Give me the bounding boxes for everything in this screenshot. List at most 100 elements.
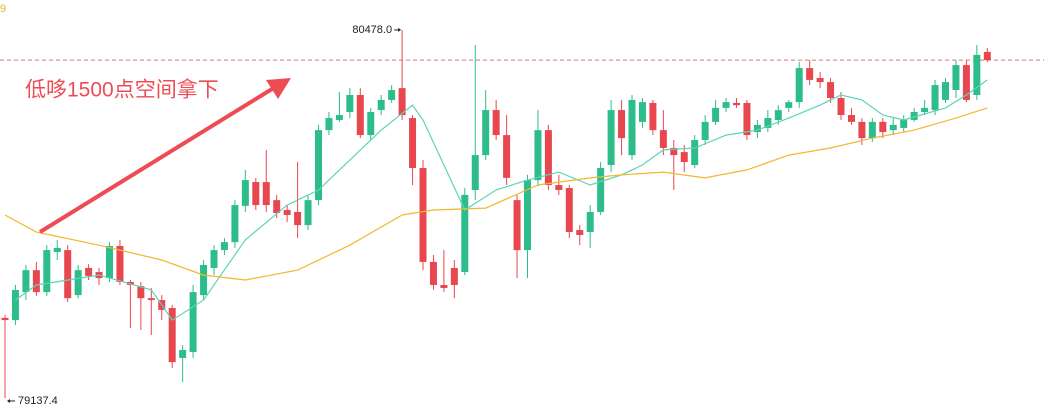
candle-body [555, 185, 563, 190]
candle-body [816, 77, 824, 83]
candle-body [168, 308, 176, 363]
candle-body [409, 118, 417, 169]
candle-body [638, 102, 646, 122]
candle-body [419, 168, 427, 262]
candle-body [586, 211, 594, 232]
candle-body [795, 68, 803, 103]
candle-body [106, 245, 113, 279]
candle-body [649, 102, 657, 131]
candle-body [179, 350, 187, 358]
candle-body [461, 194, 469, 273]
candle-body [847, 115, 855, 122]
candle-body [315, 130, 322, 201]
candle-body [733, 102, 740, 106]
candle-body [450, 267, 458, 285]
candle-body [85, 267, 93, 276]
candle-body [241, 180, 249, 206]
candle-body [356, 94, 364, 136]
min-label-arrowhead [7, 398, 10, 403]
candle-body [921, 107, 929, 113]
candle-body [774, 110, 782, 120]
candle-body [471, 155, 479, 190]
candle-body [220, 242, 228, 251]
labels-layer: 80478.0 79137.4 [7, 24, 402, 407]
candle-body [764, 118, 772, 128]
candle-body [492, 110, 500, 136]
candle-body [137, 286, 145, 299]
candle-body [273, 200, 281, 214]
ma-layer [4, 79, 988, 321]
candle-body [1, 317, 9, 321]
candle-body [200, 264, 208, 296]
candle-body [607, 110, 615, 165]
candle-body [210, 250, 218, 268]
candle-body [64, 250, 72, 299]
candle-body [346, 94, 354, 113]
candle-body [576, 230, 584, 236]
candle-body [189, 292, 197, 352]
candle-body [262, 182, 270, 206]
max-label: 80478.0 [352, 24, 392, 36]
candle-body [931, 85, 939, 111]
candle-body [712, 107, 720, 122]
candle-body [304, 200, 312, 226]
candle-body [691, 140, 699, 165]
candle-body [858, 121, 866, 139]
candle-body [900, 119, 908, 128]
candle-body [32, 270, 40, 293]
candle-body [482, 110, 490, 156]
candle-body [565, 188, 573, 232]
annotation: 低哆1500点空间拿下 [25, 78, 219, 102]
candle-body [367, 112, 375, 136]
candle-body [513, 200, 521, 251]
candle-body [837, 98, 845, 116]
candle-body [827, 82, 835, 99]
candle-body [544, 130, 552, 186]
candle-body [722, 102, 730, 108]
min-label: 79137.4 [18, 395, 58, 407]
candle-body [231, 205, 239, 243]
corner-label: 9 [0, 3, 6, 15]
candle-body [147, 298, 155, 301]
candle-body [398, 88, 406, 116]
candle-body [973, 54, 981, 95]
candle-body [11, 289, 19, 321]
moving-average [4, 107, 988, 281]
candle-body [429, 261, 437, 285]
candle-body [618, 110, 626, 139]
candle-body [743, 102, 751, 136]
candle-body [325, 118, 333, 131]
annotation-arrowhead [266, 78, 291, 99]
candle-body [116, 245, 124, 282]
candle-body [753, 124, 761, 133]
candle-body [43, 250, 51, 293]
candle-body [524, 180, 531, 251]
candle-body [628, 99, 636, 156]
candle-body [868, 121, 876, 139]
candle-body [503, 135, 511, 178]
candle-body [879, 121, 887, 133]
candle-body [910, 112, 918, 120]
candle-body [335, 115, 343, 120]
candle-body [983, 51, 991, 61]
candle-body [785, 102, 793, 108]
candle-body [659, 130, 667, 148]
candle-body [942, 82, 949, 100]
candle-body [806, 68, 814, 80]
candle-body [283, 210, 291, 215]
candle-body [670, 147, 678, 156]
annotation-arrow [38, 87, 274, 234]
candle-body [22, 270, 30, 293]
candles-layer [1, 29, 991, 398]
max-label-arrowhead [398, 27, 402, 32]
moving-average [15, 79, 988, 321]
candle-body [377, 99, 385, 111]
candle-body [534, 130, 542, 181]
candle-body [74, 270, 82, 296]
candle-body [388, 90, 396, 100]
candle-body [889, 124, 897, 131]
candle-body [440, 284, 448, 288]
candle-body [962, 65, 970, 100]
candle-body [680, 152, 688, 162]
